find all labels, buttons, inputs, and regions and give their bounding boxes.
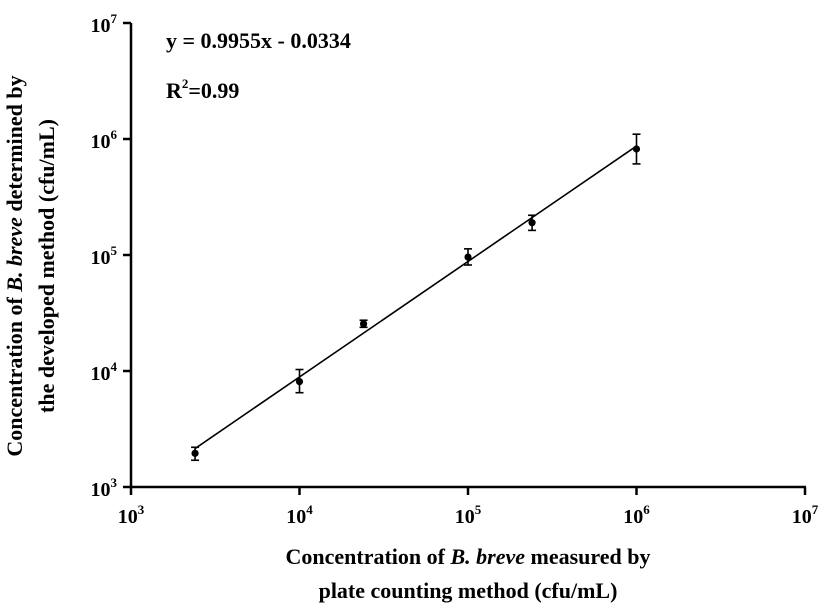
x-axis-title-line1: Concentration of B. breve measured by <box>285 544 650 569</box>
data-marks <box>191 133 641 462</box>
r-squared-annotation: R2=0.99 <box>166 76 239 103</box>
data-point <box>191 449 199 457</box>
regression-line <box>194 145 637 450</box>
data-point <box>295 378 304 386</box>
x-tick-label: 103 <box>118 502 145 528</box>
x-axis-title-line2: plate counting method (cfu/mL) <box>319 578 618 603</box>
x-tick-label: 107 <box>792 502 819 528</box>
y-axis-title-line1: Concentration of B. breve determined by <box>2 75 27 456</box>
data-point <box>464 253 472 261</box>
axes: 103 104 105 106 107 103 104 105 106 107 <box>91 11 819 528</box>
equation-annotation: y = 0.9955x - 0.0334 <box>166 28 351 53</box>
data-point <box>632 145 641 153</box>
x-tick-label: 106 <box>623 502 650 528</box>
y-tick-label: 106 <box>91 127 118 153</box>
y-tick-label: 104 <box>91 359 118 385</box>
y-axis-title-line2: the developed method (cfu/mL) <box>34 119 59 413</box>
x-tick-label: 104 <box>286 502 313 528</box>
data-point <box>528 219 536 227</box>
x-tick-label: 105 <box>455 502 482 528</box>
y-tick-label: 105 <box>91 243 118 269</box>
y-tick-label: 103 <box>91 475 118 501</box>
y-tick-label: 107 <box>91 11 118 37</box>
data-point <box>359 320 368 328</box>
